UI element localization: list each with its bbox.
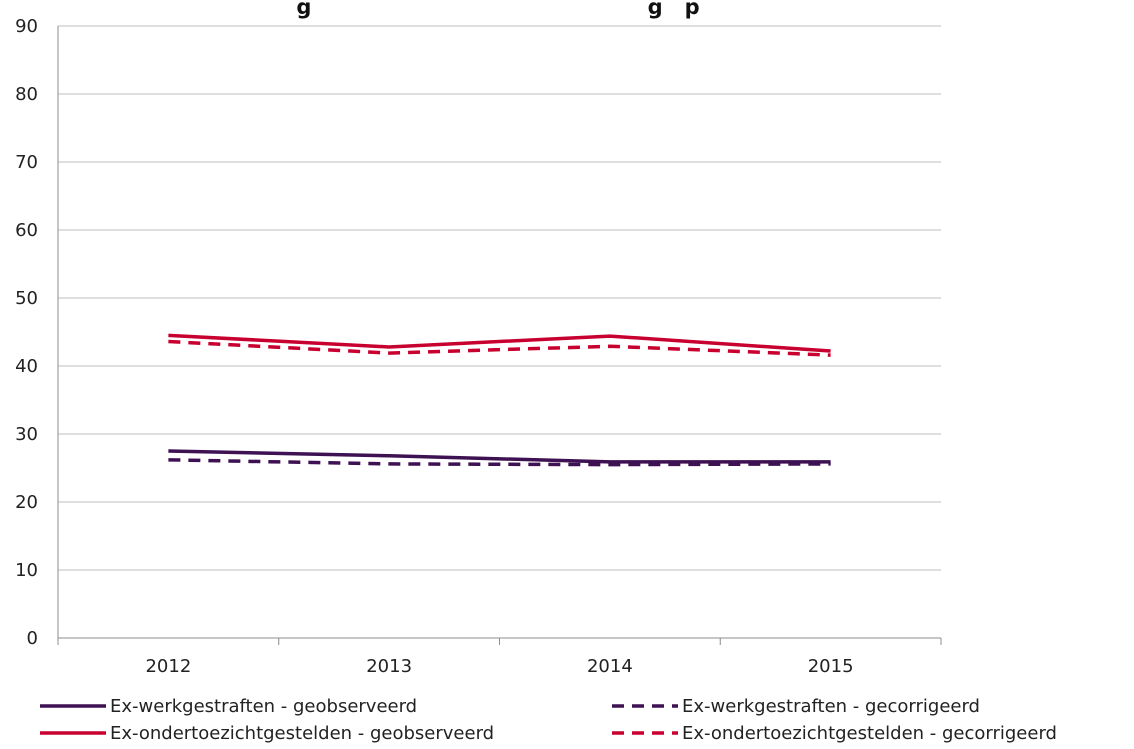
y-tick-label: 20 <box>15 492 38 513</box>
y-tick-label: 50 <box>15 288 38 309</box>
y-tick-label: 40 <box>15 356 38 377</box>
series-line-4 <box>168 339 831 357</box>
y-tick-label: 90 <box>15 16 38 37</box>
legend: Ex-werkgestraften - geobserveerd Ex-werkg… <box>40 696 1057 744</box>
y-tick-label: 80 <box>15 84 38 105</box>
x-tick-label: 2014 <box>587 656 633 677</box>
legend-label: Ex-werkgestraften - geobserveerd <box>110 696 417 717</box>
y-tick-label: 60 <box>15 220 38 241</box>
x-tick-label: 2013 <box>366 656 412 677</box>
series-line-2 <box>168 458 831 467</box>
legend-item: Ex-ondertoezichtgestelden - geobserveerd <box>40 723 494 744</box>
series-line-3 <box>168 333 831 353</box>
x-tick-label: 2012 <box>145 656 191 677</box>
y-tick-label: 0 <box>27 628 38 649</box>
y-tick-label: 10 <box>15 560 38 581</box>
legend-item: Ex-ondertoezichtgestelden - gecorrigeerd <box>612 723 1057 744</box>
x-tick-label: 2015 <box>808 656 854 677</box>
legend-label: Ex-werkgestraften - gecorrigeerd <box>682 696 980 717</box>
legend-label: Ex-ondertoezichtgestelden - geobserveerd <box>110 723 494 744</box>
y-tick-label: 70 <box>15 152 38 173</box>
series-line-1 <box>168 449 831 464</box>
grid-lines <box>58 25 941 571</box>
legend-item: Ex-werkgestraften - geobserveerd <box>40 696 417 717</box>
y-tick-label: 30 <box>15 424 38 445</box>
chart-title: g g p <box>296 0 699 19</box>
legend-label: Ex-ondertoezichtgestelden - gecorrigeerd <box>682 723 1057 744</box>
series-lines <box>168 333 831 467</box>
axes: 0 10 20 30 40 50 60 70 80 90 2012 2013 2014 2015 <box>15 16 942 677</box>
legend-item: Ex-werkgestraften - gecorrigeerd <box>612 696 980 717</box>
